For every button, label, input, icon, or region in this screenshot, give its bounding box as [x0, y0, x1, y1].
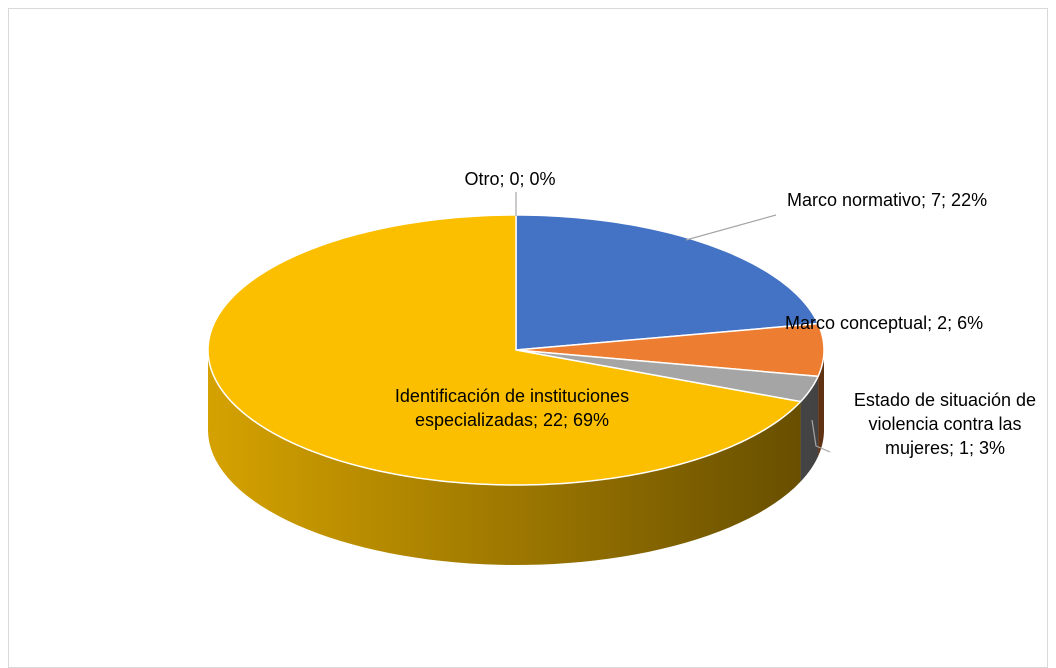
pie-side [818, 350, 824, 457]
data-label: Marco conceptual; 2; 6% [785, 313, 984, 333]
pie-slice [515, 322, 825, 378]
leader-line [685, 214, 777, 241]
data-label: Marco normativo; 7; 22% [787, 190, 988, 210]
pie-side [800, 376, 819, 482]
data-label: Estado de situación de violencia contra … [853, 390, 1037, 458]
pie-slice [207, 214, 803, 486]
pie-slice [515, 349, 820, 403]
data-label: Identificación de instituciones especial… [394, 386, 630, 430]
pie-side [208, 350, 801, 565]
pie-slice [515, 214, 820, 351]
leader-line [811, 419, 831, 453]
data-label: Otro; 0; 0% [464, 169, 556, 189]
